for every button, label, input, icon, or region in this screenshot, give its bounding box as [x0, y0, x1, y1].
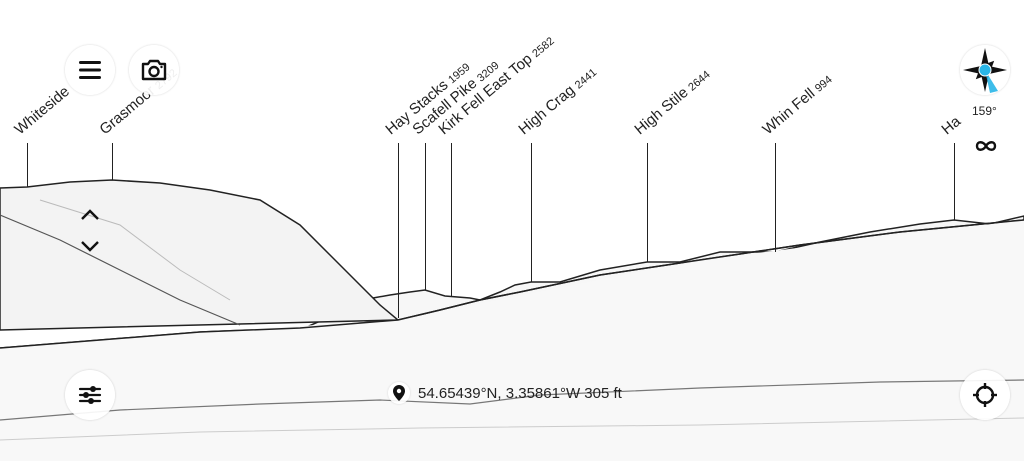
- menu-icon: [79, 61, 101, 79]
- camera-button[interactable]: [129, 45, 179, 95]
- peak-marker-line: [775, 143, 776, 252]
- peak-marker-line: [531, 143, 532, 282]
- link-button[interactable]: [973, 136, 999, 156]
- peak-marker-line: [112, 143, 113, 180]
- zoom-down-button[interactable]: [78, 236, 102, 256]
- menu-button[interactable]: [65, 45, 115, 95]
- locate-button[interactable]: [960, 370, 1010, 420]
- compass-heading: 159°: [972, 104, 997, 118]
- peak-marker-line: [398, 143, 399, 318]
- chevron-up-icon: [81, 209, 99, 220]
- peak-marker-line: [27, 143, 28, 187]
- peak-marker-line: [425, 143, 426, 290]
- crosshair-icon: [973, 383, 997, 407]
- compass-button[interactable]: [960, 45, 1010, 95]
- infinity-icon: [975, 141, 997, 151]
- peak-marker-line: [647, 143, 648, 262]
- compass-icon: [963, 48, 1007, 93]
- location-coords: 54.65439°N, 3.35861°W 305 ft: [418, 384, 622, 402]
- peak-marker-line: [954, 143, 955, 220]
- peak-marker-line: [451, 143, 452, 297]
- settings-button[interactable]: [65, 370, 115, 420]
- zoom-up-button[interactable]: [78, 205, 102, 225]
- location-display[interactable]: 54.65439°N, 3.35861°W 305 ft: [388, 382, 622, 404]
- location-pin-icon: [388, 382, 410, 404]
- sliders-icon: [78, 386, 102, 404]
- chevron-down-icon: [81, 241, 99, 252]
- camera-icon: [141, 59, 167, 81]
